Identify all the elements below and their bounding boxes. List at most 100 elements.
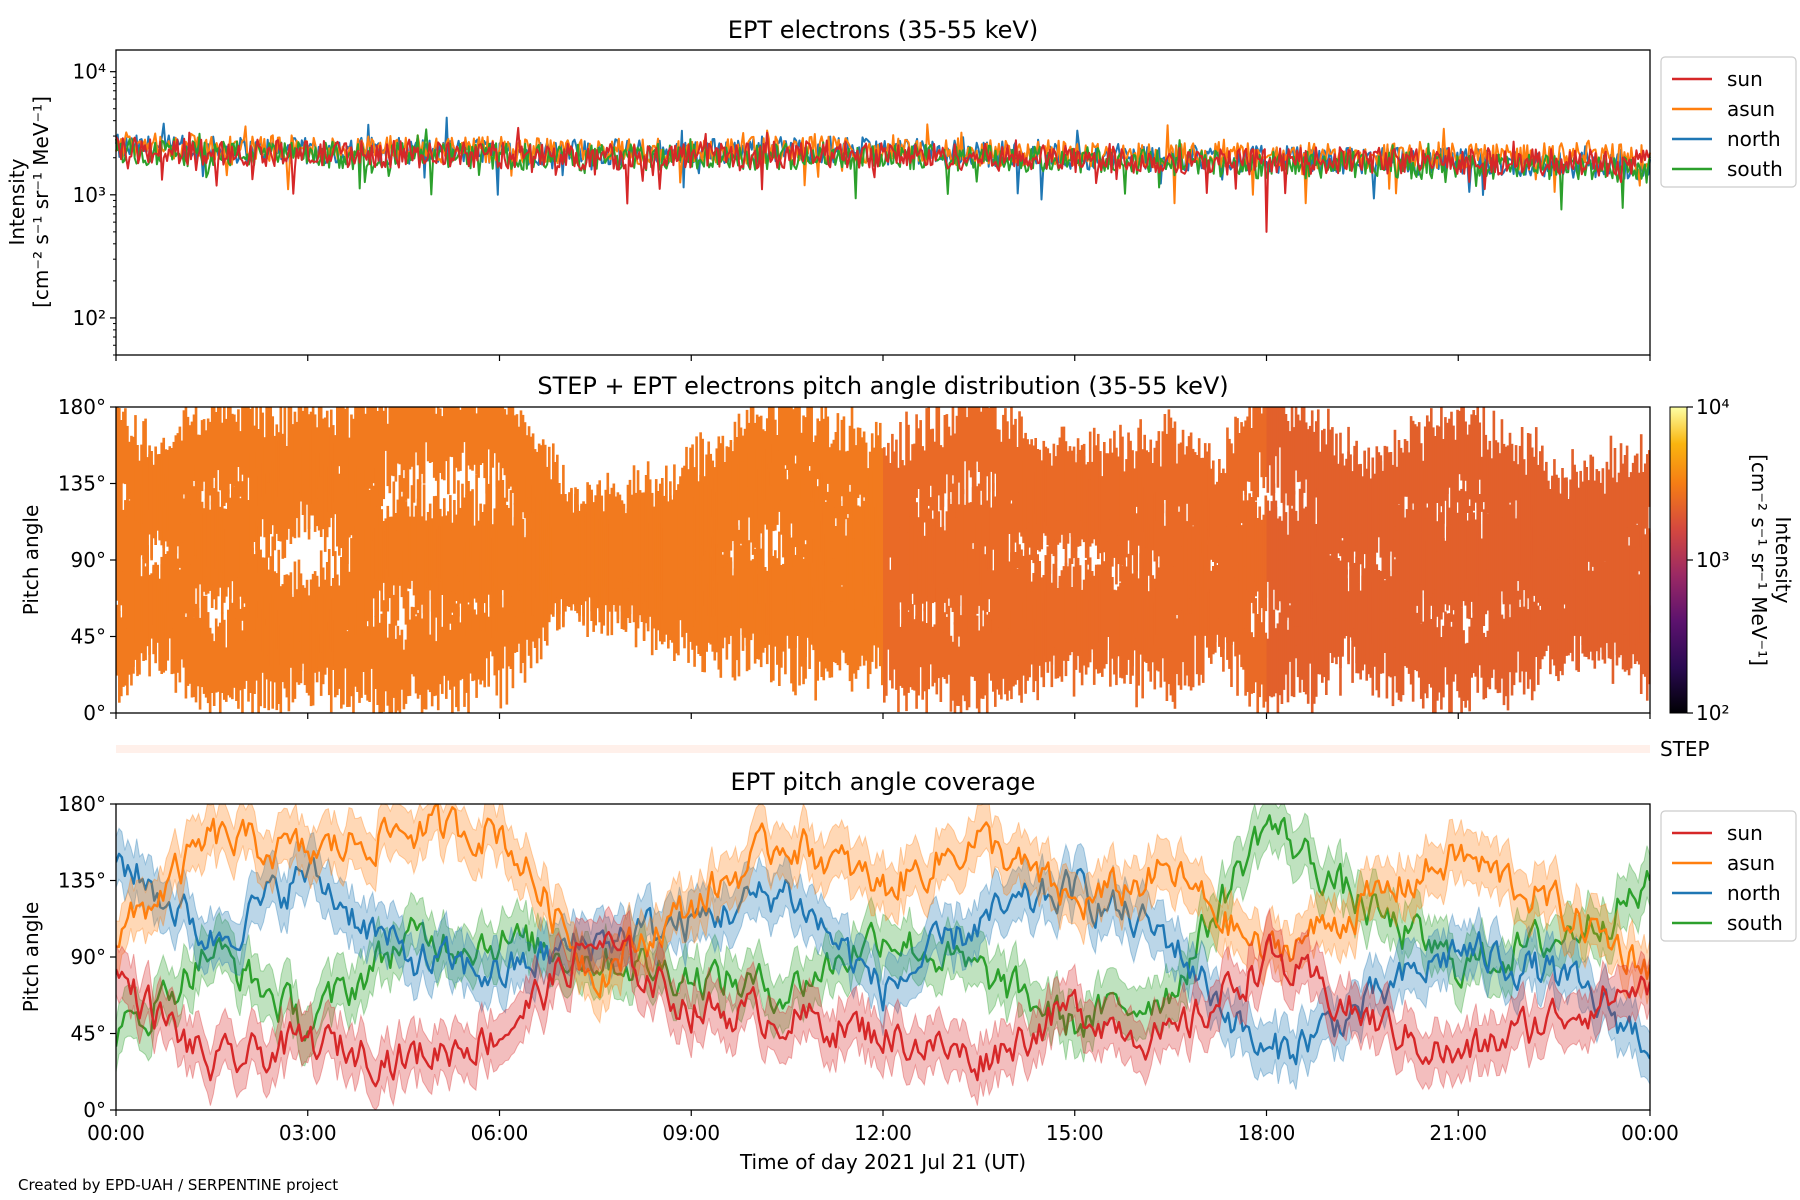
heatmap-cell — [1010, 407, 1013, 501]
heatmap-cell — [247, 500, 250, 564]
heatmap-cell — [1092, 575, 1096, 653]
heatmap-cell — [424, 596, 428, 710]
heatmap-cell — [1094, 445, 1098, 546]
heatmap-cell — [816, 418, 820, 480]
heatmap-cell — [432, 614, 436, 697]
heatmap-cell — [503, 589, 507, 647]
heatmap-cell — [949, 635, 953, 712]
heatmap-cell — [675, 554, 678, 613]
heatmap-cell — [1260, 413, 1264, 478]
heatmap-cell — [1631, 462, 1635, 547]
heatmap-cell — [1407, 571, 1411, 674]
heatmap-cell — [973, 543, 977, 645]
heatmap-cell — [1044, 591, 1048, 656]
heatmap-cell — [253, 554, 256, 656]
heatmap-cell — [1625, 596, 1629, 671]
panel2-ytick-label: 135° — [58, 472, 106, 496]
heatmap-cell — [533, 449, 537, 532]
heatmap-cell — [1629, 472, 1633, 553]
heatmap-cell — [923, 608, 926, 692]
heatmap-cell — [814, 435, 817, 509]
heatmap-cell — [1264, 407, 1268, 477]
heatmap-cell — [390, 407, 394, 476]
heatmap-cell — [925, 513, 929, 595]
heatmap-cell — [1639, 434, 1643, 547]
heatmap-cell — [1615, 482, 1619, 553]
heatmap-cell — [360, 610, 363, 698]
panel3-ytick-label: 180° — [58, 792, 106, 816]
heatmap-cell — [1298, 581, 1302, 693]
heatmap-cell — [1341, 453, 1344, 518]
heatmap-cell — [1056, 445, 1060, 521]
heatmap-cell — [1579, 470, 1582, 564]
heatmap-cell — [711, 558, 715, 617]
heatmap-cell — [953, 433, 957, 513]
heatmap-cell — [164, 554, 168, 653]
heatmap-cell — [848, 425, 852, 485]
panel3-band-north — [116, 827, 1650, 1090]
heatmap-cell — [493, 508, 497, 587]
heatmap-cell — [1549, 489, 1552, 547]
heatmap-cell — [687, 547, 690, 663]
heatmap-cell — [317, 470, 321, 531]
heatmap-cell — [1290, 508, 1294, 594]
heatmap-cell — [818, 421, 822, 499]
heatmap-cell — [178, 426, 182, 523]
heatmap-cell — [1060, 426, 1064, 534]
heatmap-cell — [994, 536, 997, 652]
heatmap-cell — [1092, 447, 1096, 522]
heatmap-cell — [1393, 429, 1397, 527]
heatmap-cell — [963, 407, 967, 462]
heatmap-cell — [1117, 456, 1120, 536]
heatmap-cell — [1345, 458, 1348, 539]
heatmap-cell — [1403, 591, 1407, 667]
panel1-series-sun — [115, 126, 1651, 233]
heatmap-cell — [190, 637, 194, 698]
heatmap-cell — [1387, 570, 1391, 642]
heatmap-cell — [1645, 454, 1649, 561]
heatmap-cell — [251, 407, 254, 485]
heatmap-cell — [436, 597, 440, 711]
heatmap-cell — [796, 538, 799, 625]
heatmap-cell — [945, 616, 949, 684]
heatmap-cell — [1246, 500, 1249, 590]
heatmap-cell — [1276, 407, 1280, 488]
heatmap-cell — [953, 489, 957, 596]
heatmap-cell — [418, 543, 422, 606]
heatmap-cell — [342, 542, 345, 634]
heatmap-cell — [665, 465, 668, 560]
heatmap-cell — [931, 626, 935, 687]
heatmap-cell — [293, 411, 297, 503]
heatmap-cell — [299, 595, 303, 671]
heatmap-cell — [1020, 607, 1023, 703]
heatmap-cell — [545, 466, 549, 546]
heatmap-cell — [1036, 449, 1040, 524]
heatmap-cell — [382, 600, 386, 712]
heatmap-cell — [1034, 472, 1037, 576]
heatmap-cell — [844, 535, 848, 612]
heatmap-cell — [1551, 562, 1554, 627]
heatmap-cell — [856, 597, 860, 671]
heatmap-cell — [198, 434, 202, 500]
heatmap-cell — [1282, 407, 1286, 505]
heatmap-cell — [929, 497, 933, 585]
heatmap-cell — [521, 414, 525, 513]
heatmap-cell — [1177, 443, 1181, 507]
heatmap-cell — [973, 407, 977, 499]
heatmap-cell — [364, 470, 367, 561]
heatmap-cell — [1409, 416, 1413, 527]
heatmap-cell — [1256, 522, 1260, 586]
heatmap-cell — [313, 414, 317, 513]
heatmap-cell — [465, 616, 468, 693]
heatmap-cell — [872, 585, 876, 646]
heatmap-cell — [289, 572, 293, 645]
heatmap-cell — [737, 413, 741, 512]
heatmap-cell — [838, 592, 842, 671]
heatmap-cell — [519, 533, 523, 642]
heatmap-cell — [846, 450, 850, 515]
heatmap-cell — [876, 503, 880, 600]
heatmap-cell — [1236, 536, 1239, 613]
heatmap-cell — [935, 514, 939, 601]
colorbar-tick-label: 10² — [1696, 701, 1729, 725]
heatmap-cell — [267, 569, 270, 656]
